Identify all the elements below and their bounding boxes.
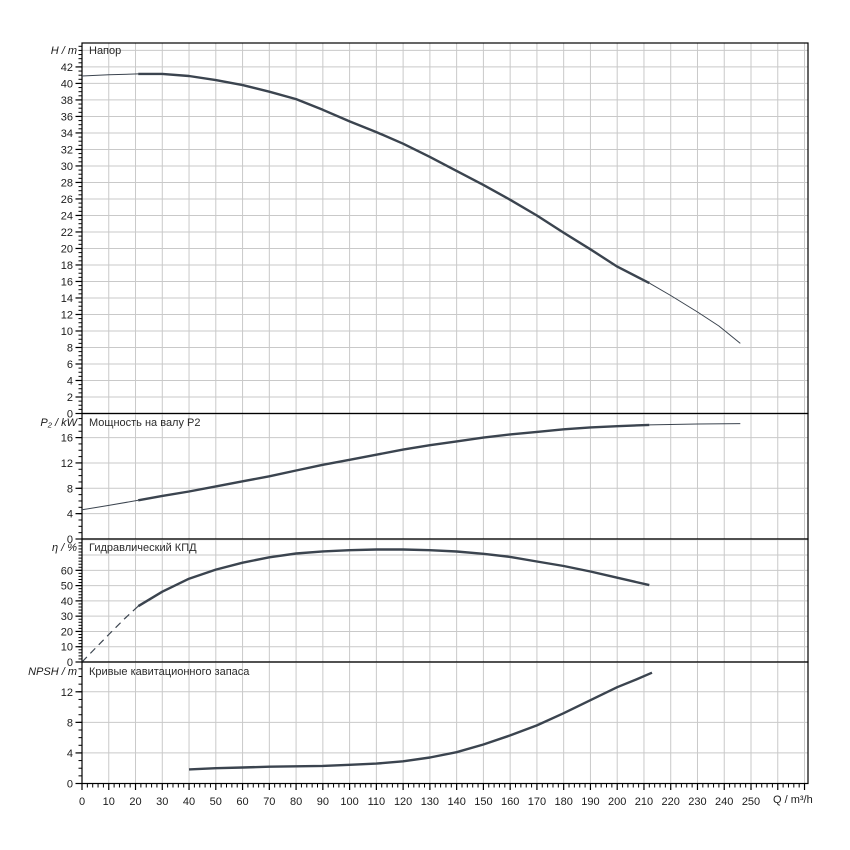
x-tick-label: 210: [635, 796, 653, 808]
x-tick-label: 60: [236, 796, 248, 808]
y-tick-label: 18: [61, 260, 73, 272]
y-tick-label: 50: [61, 581, 73, 593]
y-tick-label: 2: [67, 392, 73, 404]
head-axis-label: H / m: [50, 45, 77, 57]
y-tick-label: 8: [67, 342, 73, 354]
curve-efficiency-low-flow: [81, 605, 139, 663]
curve-efficiency-main: [137, 548, 650, 608]
x-tick-label: 150: [474, 796, 492, 808]
curve-power-low-flow: [81, 499, 139, 511]
y-tick-label: 8: [67, 483, 73, 495]
x-tick-label: 160: [501, 796, 519, 808]
head-chart-title: Напор: [89, 45, 122, 57]
y-tick-label: 12: [61, 458, 73, 470]
curve-power-high-flow: [649, 423, 741, 426]
y-tick-label: 6: [67, 359, 73, 371]
y-tick-label: 20: [61, 243, 73, 255]
x-tick-label: 20: [129, 796, 141, 808]
y-tick-label: 8: [67, 717, 73, 729]
y-tick-label: 40: [61, 78, 73, 90]
x-tick-label: 10: [103, 796, 115, 808]
y-tick-label: 30: [61, 611, 73, 623]
x-tick-label: 190: [581, 796, 599, 808]
x-tick-label: 30: [156, 796, 168, 808]
efficiency-chart-title: Гидравлический КПД: [89, 542, 197, 554]
x-tick-label: 0: [79, 796, 85, 808]
x-tick-label: 120: [394, 796, 412, 808]
x-tick-label: 90: [317, 796, 329, 808]
x-axis: 0 10 20 30 40 50 60 70 80 90 100 110 120 130 140 150 160…: [79, 783, 806, 808]
power-axis-label: P₂ / kW: [40, 417, 77, 429]
y-tick-label: 10: [61, 326, 73, 338]
x-tick-label: 80: [290, 796, 302, 808]
y-tick-label: 26: [61, 194, 73, 206]
y-tick-label: 10: [61, 642, 73, 654]
y-tick-label: 38: [61, 95, 73, 107]
y-tick-label: 32: [61, 144, 73, 156]
y-tick-label: 0: [67, 657, 73, 669]
y-tick-label: 42: [61, 62, 73, 74]
curve-head-low-flow: [81, 73, 139, 77]
y-tick-label: 12: [61, 687, 73, 699]
x-tick-label: 200: [608, 796, 626, 808]
y-tick-label: 30: [61, 161, 73, 173]
chart-power: 0 4 8 12 16: [61, 412, 809, 546]
x-tick-label: 230: [688, 796, 706, 808]
x-tick-label: 50: [210, 796, 222, 808]
x-tick-label: 130: [421, 796, 439, 808]
x-tick-label: 180: [555, 796, 573, 808]
y-tick-label: 36: [61, 111, 73, 123]
y-tick-label: 16: [61, 433, 73, 445]
power-chart-title: Мощность на валу P2: [89, 417, 201, 429]
curve-power-main: [137, 423, 650, 502]
chart-efficiency: 0 10 20 30 40 50 60: [61, 538, 809, 669]
curve-head-high-flow: [649, 282, 741, 344]
chart-border-head: [81, 42, 809, 415]
x-tick-label: 240: [715, 796, 733, 808]
x-tick-label: 220: [662, 796, 680, 808]
y-tick-label: 4: [67, 748, 73, 760]
x-tick-label: 250: [742, 796, 760, 808]
y-tick-label: 20: [61, 626, 73, 638]
y-tick-label: 24: [61, 210, 73, 222]
chart-npsh: 0 4 8 12: [61, 661, 809, 791]
curve-head-main: [138, 72, 650, 285]
npsh-chart-title: Кривые кавитационного запаса: [89, 666, 250, 678]
y-tick-label: 0: [67, 779, 73, 791]
y-tick-label: 60: [61, 565, 73, 577]
y-tick-label: 14: [61, 293, 73, 305]
x-axis-label: Q / m³/h: [773, 794, 813, 806]
x-tick-label: 40: [183, 796, 195, 808]
y-tick-label: 12: [61, 309, 73, 321]
y-tick-label: 4: [67, 509, 73, 521]
curve-npsh-main: [188, 671, 653, 771]
y-tick-label: 0: [67, 409, 73, 421]
chart-border-power: [81, 412, 809, 540]
y-tick-label: 28: [61, 177, 73, 189]
x-tick-label: 170: [528, 796, 546, 808]
y-tick-label: 16: [61, 276, 73, 288]
y-tick-label: 34: [61, 128, 73, 140]
npsh-axis-label: NPSH / m: [28, 666, 77, 678]
y-tick-label: 22: [61, 227, 73, 239]
x-tick-label: 110: [368, 796, 386, 808]
y-tick-label: 40: [61, 596, 73, 608]
x-tick-label: 70: [263, 796, 275, 808]
y-tick-label: 0: [67, 534, 73, 546]
x-tick-label: 140: [447, 796, 465, 808]
efficiency-axis-label: η / %: [51, 542, 77, 554]
y-tick-label: 4: [67, 375, 73, 387]
x-tick-label: 100: [340, 796, 358, 808]
